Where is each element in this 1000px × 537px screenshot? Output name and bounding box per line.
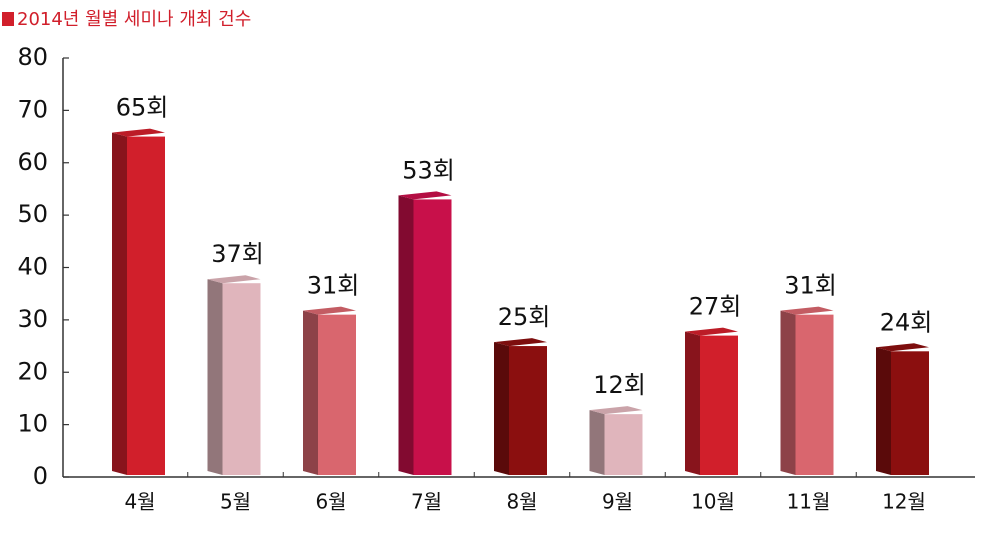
bar-top — [112, 128, 165, 137]
data-label: 24회 — [880, 308, 933, 336]
bar-side — [780, 310, 796, 475]
y-tick-label: 0 — [33, 462, 48, 490]
bar — [700, 335, 738, 475]
bar — [604, 414, 643, 475]
bar — [891, 351, 929, 475]
bar-side — [685, 331, 700, 475]
y-tick-label: 60 — [17, 148, 48, 176]
y-tick-label: 40 — [17, 253, 48, 281]
y-tick-label: 50 — [17, 200, 48, 228]
title-marker — [2, 12, 14, 26]
x-tick-label: 5월 — [220, 490, 251, 514]
bar-top — [207, 275, 261, 284]
x-tick-label: 8월 — [506, 490, 537, 514]
x-tick-label: 4월 — [124, 490, 155, 514]
x-tick-label: 10월 — [691, 490, 735, 514]
bar — [318, 314, 356, 475]
x-tick-label: 7월 — [411, 490, 442, 514]
y-tick-label: 10 — [17, 410, 48, 438]
x-tick-label: 12월 — [882, 490, 926, 514]
bar-top — [494, 338, 547, 347]
bar-side — [112, 132, 127, 475]
bar-top — [303, 306, 356, 315]
x-tick-label: 11월 — [787, 490, 831, 514]
bar-side — [303, 310, 318, 475]
bar-top — [398, 191, 452, 200]
y-tick-label: 20 — [17, 357, 48, 385]
bar-top — [589, 406, 643, 415]
bar — [795, 314, 834, 475]
y-tick-label: 30 — [17, 305, 48, 333]
y-tick-label: 80 — [17, 43, 48, 71]
chart-title: 2014년 월별 세미나 개최 건수 — [17, 9, 251, 30]
data-label: 27회 — [689, 293, 742, 321]
data-label: 12회 — [593, 371, 646, 399]
bar — [413, 199, 452, 475]
bar-side — [207, 279, 223, 475]
bar-side — [398, 195, 414, 475]
bar-side — [494, 342, 509, 475]
data-label: 37회 — [211, 240, 264, 268]
data-label: 65회 — [116, 94, 169, 122]
bar-top — [780, 306, 834, 315]
data-label: 31회 — [784, 272, 837, 300]
data-label: 25회 — [498, 303, 551, 331]
bar — [127, 136, 165, 475]
x-tick-label: 6월 — [315, 490, 346, 514]
bar — [222, 283, 261, 475]
data-label: 31회 — [307, 272, 360, 300]
bar — [509, 346, 547, 475]
bar-side — [876, 347, 891, 475]
bar-top — [685, 327, 738, 336]
y-tick-label: 70 — [17, 95, 48, 123]
data-label: 53회 — [402, 156, 455, 184]
bar-top — [876, 343, 929, 352]
x-tick-label: 9월 — [602, 490, 633, 514]
bar-side — [589, 410, 605, 475]
